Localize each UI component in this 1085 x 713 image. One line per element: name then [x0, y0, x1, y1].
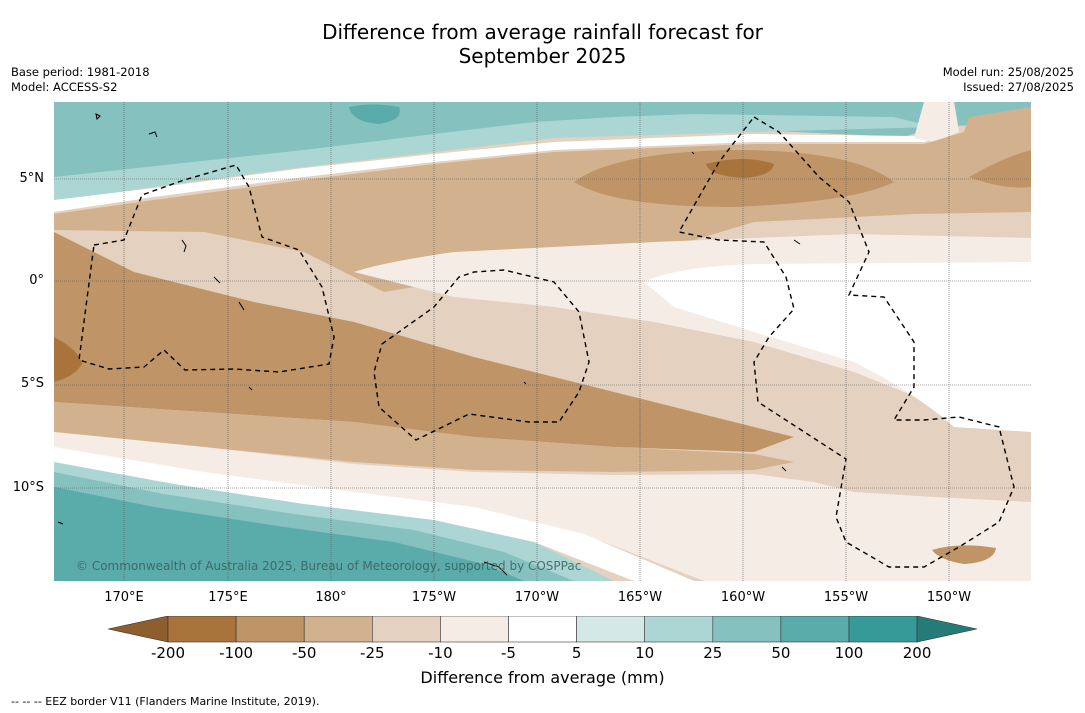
lon-label-155w: 155°W [823, 590, 869, 605]
legend-cell [576, 615, 646, 643]
legend-tick-label: 50 [771, 644, 791, 662]
lon-label-175e: 175°E [208, 590, 248, 605]
title-line-1: Difference from average rainfall forecas… [322, 20, 763, 44]
legend-tick-label: -200 [150, 644, 186, 662]
legend-tick-label: 100 [834, 644, 864, 662]
north-dry-core [706, 159, 774, 178]
legend-tick-label: -10 [428, 644, 453, 662]
legend-cell [235, 615, 305, 643]
south-wet-core [54, 487, 524, 581]
central-dry-band [54, 232, 794, 452]
rainfall-map [54, 102, 1031, 581]
legend-cell [508, 615, 577, 643]
legend-tick-label: -5 [501, 644, 516, 662]
legend-cells [167, 615, 918, 643]
title-line-2: September 2025 [458, 44, 627, 68]
copyright-notice: © Commonwealth of Australia 2025, Bureau… [76, 559, 582, 573]
eez-footnote: -- -- -- EEZ border V11 (Flanders Marine… [11, 695, 320, 708]
legend-cell [848, 615, 918, 643]
legend-tick-label: 200 [902, 644, 932, 662]
west-dry-core [54, 337, 82, 382]
graticule [54, 102, 1031, 581]
legend-tick-label: 5 [571, 644, 582, 662]
legend-tick-label: -50 [291, 644, 317, 662]
south-pale-band [54, 432, 1031, 581]
legend-cell [371, 615, 441, 643]
lon-label-170e: 170°E [104, 590, 144, 605]
lon-label-165w: 165°W [617, 590, 663, 605]
legend-under-arrow [107, 615, 169, 643]
lat-label-5s: 5°S [20, 376, 44, 391]
eez-tuvalu-kiribati [78, 164, 335, 373]
lon-label-150w: 150°W [926, 590, 972, 605]
legend-tick-label: -25 [360, 644, 385, 662]
eez-borders [78, 116, 1015, 568]
legend-cell [440, 615, 509, 643]
southeast-dry-patch [932, 545, 996, 564]
legend-cell [167, 615, 237, 643]
lon-label-175w: 175°W [411, 590, 457, 605]
eez-tokelau [373, 269, 590, 441]
model-run: Model run: 25/08/2025 [942, 65, 1074, 79]
north-dry-patch [574, 150, 894, 207]
east-white-region [644, 262, 1031, 432]
lon-label-180: 180° [315, 590, 347, 605]
legend-title: Difference from average (mm) [420, 668, 665, 687]
lon-label-160w: 160°W [720, 590, 766, 605]
map-title: Difference from average rainfall forecas… [0, 20, 1085, 68]
northeast-dry-patch [969, 150, 1031, 188]
north-wet-core [349, 104, 400, 124]
legend-cell [303, 615, 373, 643]
south-tan-band [54, 402, 794, 472]
model-name: Model: ACCESS-S2 [11, 80, 118, 94]
lat-label-10s: 10°S [12, 480, 44, 495]
base-period: Base period: 1981-2018 [11, 65, 150, 79]
color-legend [107, 615, 978, 648]
issued-date: Issued: 27/08/2025 [963, 80, 1074, 94]
meta-right: Model run: 25/08/2025 Issued: 27/08/2025 [943, 65, 1074, 95]
lat-label-0: 0° [29, 273, 44, 288]
lat-label-5n: 5°N [19, 171, 45, 186]
legend-tick-label: 25 [703, 644, 723, 662]
legend-cell [712, 615, 782, 643]
legend-cell [644, 615, 714, 643]
eez-line-islands [677, 116, 1015, 568]
north-east-tan [914, 102, 959, 142]
legend-over-arrow [916, 615, 978, 643]
legend-tick-label: -100 [219, 644, 254, 662]
legend-cell [780, 615, 850, 643]
map-svg [54, 102, 1031, 581]
legend-svg [107, 615, 978, 643]
lon-label-170w: 170°W [514, 590, 560, 605]
islands [57, 113, 801, 576]
meta-left: Base period: 1981-2018 Model: ACCESS-S2 [11, 65, 150, 95]
legend-tick-label: 10 [635, 644, 655, 662]
